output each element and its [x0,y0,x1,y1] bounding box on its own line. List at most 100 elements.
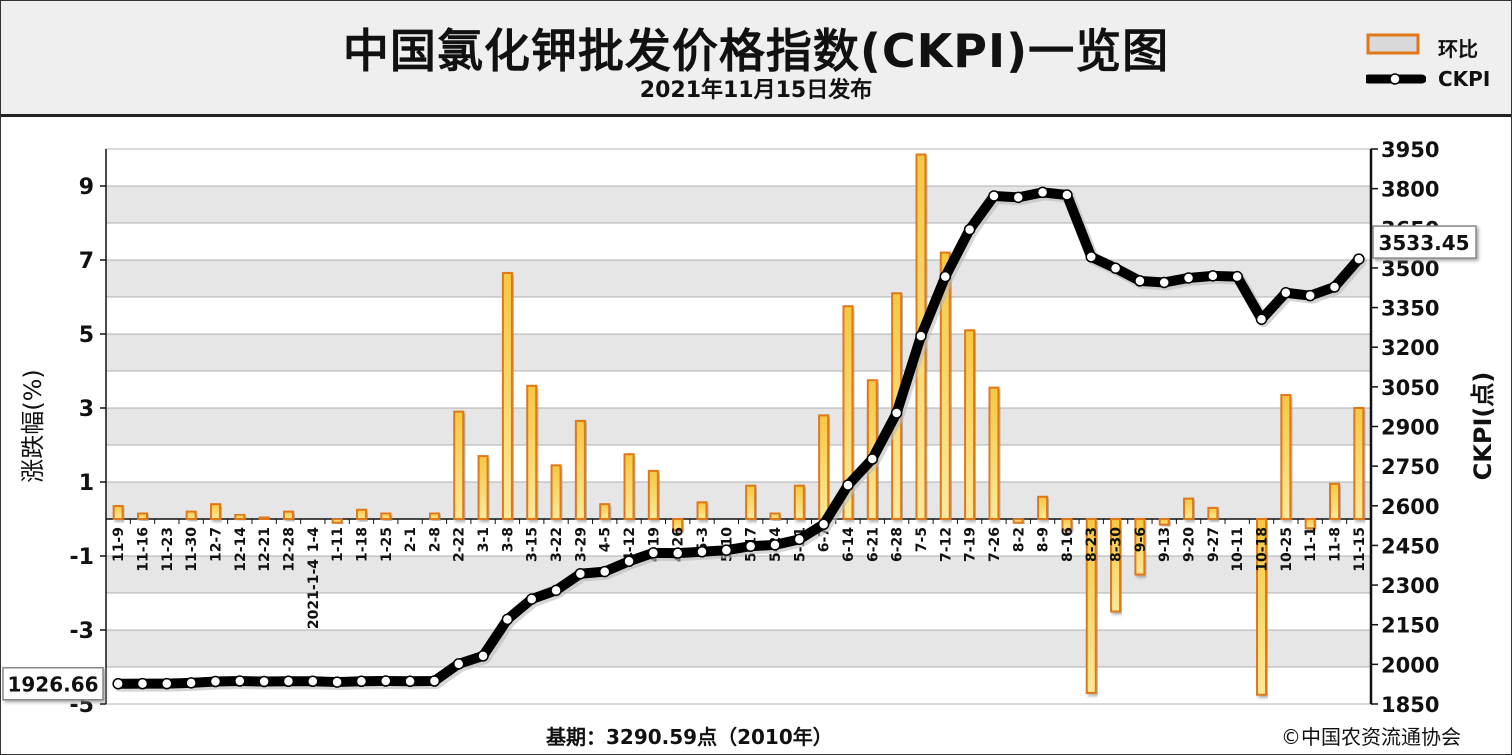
bar [209,503,221,521]
bar [1183,497,1195,520]
x-tick-label: 11-15 [1352,527,1368,572]
ckpi-point [525,593,538,605]
x-tick-label: 4-5 [598,527,614,552]
header: 中国氯化钾批发价格指数(CKPI)一览图 2021年11月15日发布 环比 CK… [1,1,1511,117]
bar [1085,518,1097,694]
x-tick-label: 8-9 [1036,527,1052,552]
legend: 环比 CKPI [1366,31,1506,101]
bar [501,271,513,521]
ckpi-point [988,190,1000,202]
ckpi-point [1304,289,1316,302]
bar [1329,482,1341,521]
bar [355,508,367,520]
ckpi-point [598,565,611,578]
x-tick-label: 8-30 [1109,527,1125,562]
x-tick-label: 7-5 [914,527,930,552]
grid-band [106,297,1371,334]
bar [842,305,854,520]
bar [1207,506,1219,520]
ckpi-point [501,613,514,626]
x-tick-label: 11-9 [111,527,127,562]
ckpi-point [1255,313,1268,325]
grid-band [106,408,1371,445]
ckpi-point [866,453,879,465]
grid-band [106,149,1371,186]
ckpi-point [720,544,733,556]
ckpi-point [112,677,124,690]
x-tick-label: 10-25 [1279,527,1295,572]
bar [988,386,1000,520]
bar [1134,518,1146,576]
ckpi-point [1231,270,1243,283]
bar [185,510,197,521]
x-tick-label: 1-4 [306,527,322,553]
x-tick-label: 7-26 [987,527,1003,562]
ckpi-point [1280,287,1292,299]
right-tick-label: 2900 [1381,416,1439,440]
ckpi-point [1207,270,1219,282]
ckpi-point [452,658,465,670]
left-tick-label: 7 [79,249,94,274]
ckpi-point [793,533,806,546]
ckpi-point [1012,191,1025,204]
grid-band [106,186,1371,223]
grid-band [106,371,1371,408]
bar [477,455,489,521]
bar [672,518,684,532]
legend-bar-swatch [1366,33,1420,55]
x-tick-label: 4-12 [622,527,638,562]
ckpi-point [380,675,392,687]
ckpi-point [1134,275,1146,287]
bar [453,410,465,521]
footer-copyright: ©中国农资流通协会 [1281,725,1461,749]
x-tick-label: 12-21 [257,527,273,572]
grid-band [106,556,1371,593]
x-tick-label: 7-12 [938,527,954,562]
right-tick-label: 2600 [1381,495,1439,519]
right-tick-label: 1850 [1381,693,1439,717]
right-tick-label: 3200 [1381,336,1439,360]
x-tick-label: 10-11 [1230,527,1246,572]
x-tick-label: 12-28 [281,527,297,572]
bar [939,251,951,520]
ckpi-point [1353,253,1365,265]
bar [964,329,976,520]
x-tick-label: 9-6 [1133,527,1149,552]
bar [574,419,586,521]
ckpi-point [331,676,343,688]
ckpi-point [890,407,903,419]
ckpi-point [647,547,660,559]
left-tick-label: 9 [79,175,94,200]
grid-band [106,223,1371,260]
ckpi-point [744,540,757,552]
bar [599,503,611,521]
ckpi-point [1158,276,1170,289]
legend-item-line: CKPI [1366,65,1506,93]
left-axis-title: 涨跌幅(%) [19,369,47,483]
x-tick-label: 2-22 [452,527,468,562]
legend-item-bar: 环比 [1366,31,1506,61]
first-value-box [2,666,104,701]
ckpi-point [282,675,295,688]
ckpi-point [477,650,489,662]
ckpi-point [550,584,562,597]
x-tick-label: 8-16 [1060,527,1076,562]
right-tick-label: 3500 [1381,257,1439,281]
ckpi-point [1061,189,1073,201]
grid-band [106,445,1371,482]
bar [1280,394,1292,520]
x-tick-label: 11-1 [1303,527,1319,562]
x-tick-label: 6-28 [890,527,906,562]
bar [331,518,343,524]
ckpi-point [963,223,976,236]
bar [112,505,124,520]
x-tick-label: 5-3 [695,527,711,552]
ckpi-point [355,675,368,688]
x-tick-label: 12-7 [208,527,224,562]
x-tick-label: 1-25 [379,527,395,562]
ckpi-point [307,675,319,688]
bar [1110,518,1122,613]
ckpi-point [1182,272,1195,284]
right-tick-label: 2450 [1381,534,1439,558]
x-tick-label: 1-18 [354,527,370,562]
